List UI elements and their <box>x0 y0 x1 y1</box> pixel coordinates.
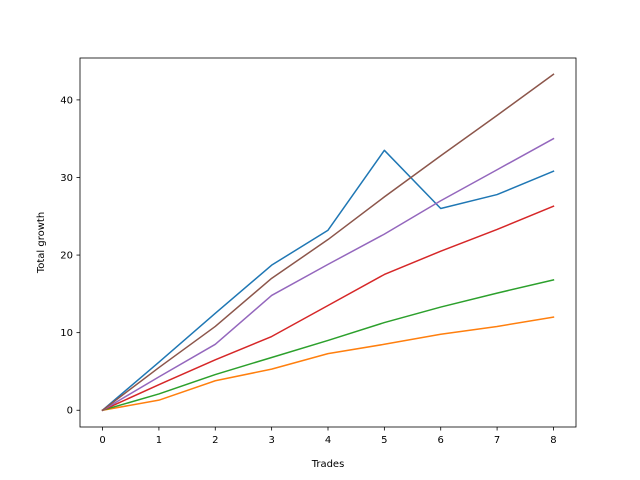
series-line-6 <box>101 73 555 412</box>
series-line-1 <box>101 149 555 412</box>
series-line-5 <box>101 137 555 412</box>
x-tick-label: 4 <box>325 435 331 446</box>
x-tick-label: 8 <box>550 435 556 446</box>
series-line-4 <box>101 205 555 412</box>
y-axis-ticks: 0 10 20 30 40 <box>60 95 80 417</box>
y-tick-label: 30 <box>60 173 73 184</box>
y-tick-label: 0 <box>67 406 73 417</box>
x-tick-label: 1 <box>156 435 162 446</box>
x-tick-label: 3 <box>268 435 274 446</box>
y-tick-label: 10 <box>60 328 73 339</box>
x-tick-label: 2 <box>212 435 218 446</box>
series-lines <box>101 73 555 412</box>
x-tick-label: 5 <box>381 435 387 446</box>
x-axis-ticks: 0 1 2 3 4 5 6 7 8 <box>99 427 557 446</box>
y-tick-label: 40 <box>60 95 73 106</box>
series-line-3 <box>101 278 555 412</box>
y-axis-label: Total growth <box>36 212 47 274</box>
y-tick-label: 20 <box>60 251 73 262</box>
x-tick-label: 0 <box>99 435 105 446</box>
x-tick-label: 7 <box>494 435 500 446</box>
series-line-2 <box>101 316 555 412</box>
x-axis-label: Trades <box>311 459 345 470</box>
x-tick-label: 6 <box>438 435 444 446</box>
